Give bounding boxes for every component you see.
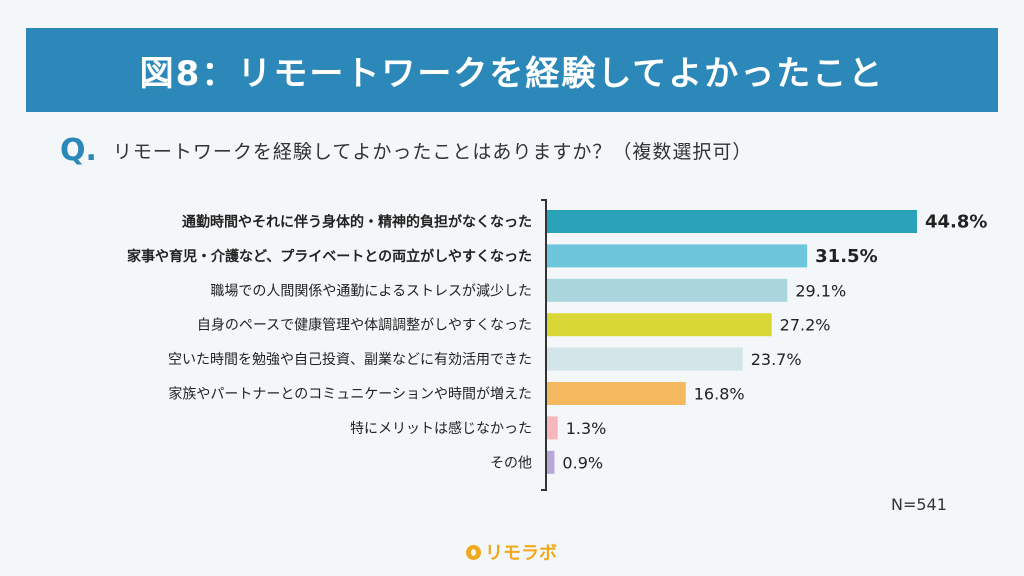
page-title: 図8：リモートワークを経験してよかったこと (139, 53, 885, 94)
logo-mark-icon (466, 544, 481, 560)
value-label: 1.3% (566, 419, 607, 438)
category-label: 特にメリットは感じなかった (350, 420, 532, 437)
category-label: 自身のペースで健康管理や体調調整がしやすくなった (197, 317, 532, 334)
question-mark-label: Q. (60, 132, 97, 168)
bar (547, 382, 686, 405)
title-banner: 図8：リモートワークを経験してよかったこと (26, 28, 998, 112)
category-label: その他 (490, 455, 532, 471)
y-axis-line (541, 199, 547, 491)
value-label: 44.8% (925, 212, 987, 233)
bar (547, 313, 772, 337)
category-label: 家事や育児・介護など、プライベートとの両立がしやすくなった (127, 248, 532, 265)
bar (547, 450, 555, 474)
bar (547, 244, 808, 268)
value-label: 0.9% (562, 453, 603, 472)
value-label: 27.2% (780, 316, 831, 335)
category-label: 家族やパートナーとのコミュニケーションや時間が増えた (168, 386, 532, 403)
value-label: 31.5% (815, 246, 877, 267)
logo-text: リモラボ (485, 543, 557, 564)
bar (547, 347, 743, 371)
bar (547, 210, 917, 233)
value-label: 29.1% (795, 281, 846, 300)
question-text: リモートワークを経験してよかったことはありますか？（複数選択可） (112, 140, 753, 163)
bar (547, 278, 788, 302)
sample-size-label: N=541 (891, 495, 947, 514)
question-row: Q. リモートワークを経験してよかったことはありますか？（複数選択可） (60, 130, 752, 170)
logo: リモラボ (466, 540, 557, 564)
value-label: 16.8% (694, 385, 745, 404)
bar (547, 416, 558, 440)
category-label: 職場での人間関係や通勤によるストレスが減少した (210, 282, 532, 299)
value-label: 23.7% (751, 350, 802, 369)
category-label: 通勤時間やそれに伴う身体的・精神的負担がなくなった (182, 214, 532, 231)
category-label: 空いた時間を勉強や自己投資、副業などに有効活用できた (168, 352, 532, 368)
